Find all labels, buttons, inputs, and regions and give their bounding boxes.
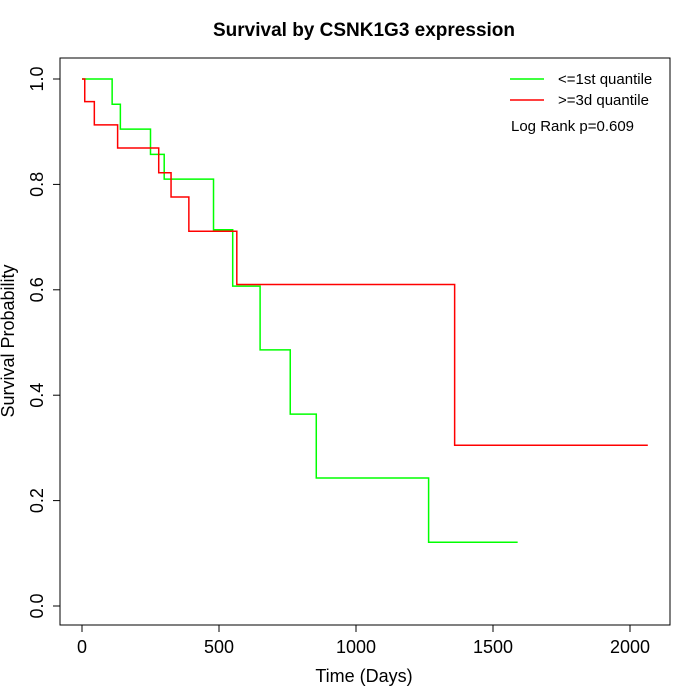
y-tick-label: 1.0 — [27, 66, 47, 91]
chart-title: Survival by CSNK1G3 expression — [213, 20, 515, 41]
y-tick-label: 0.6 — [27, 277, 47, 302]
x-tick-label: 1000 — [336, 637, 376, 657]
x-axis-label: Time (Days) — [315, 666, 412, 686]
x-axis: 0 500 1000 1500 2000 — [77, 624, 650, 657]
legend-label-1: >=3d quantile — [558, 92, 649, 109]
x-tick-label: 0 — [77, 637, 87, 657]
y-tick-label: 0.4 — [27, 383, 47, 408]
series-line-0 — [82, 78, 518, 543]
x-tick-label: 1500 — [473, 637, 513, 657]
y-tick-label: 0.0 — [27, 593, 47, 618]
x-tick-label: 500 — [204, 637, 234, 657]
legend: <=1st quantile >=3d quantile — [510, 71, 652, 109]
legend-label-0: <=1st quantile — [558, 71, 652, 88]
series-layer — [82, 78, 648, 543]
x-tick-label: 2000 — [610, 637, 650, 657]
y-axis: 0.0 0.2 0.4 0.6 0.8 1.0 — [27, 66, 61, 619]
y-tick-label: 0.2 — [27, 488, 47, 513]
plot-frame — [59, 57, 671, 626]
log-rank-annotation: Log Rank p=0.609 — [511, 118, 634, 135]
y-tick-label: 0.8 — [27, 172, 47, 197]
y-axis-label: Survival Probability — [0, 264, 18, 417]
series-line-1 — [82, 78, 648, 447]
